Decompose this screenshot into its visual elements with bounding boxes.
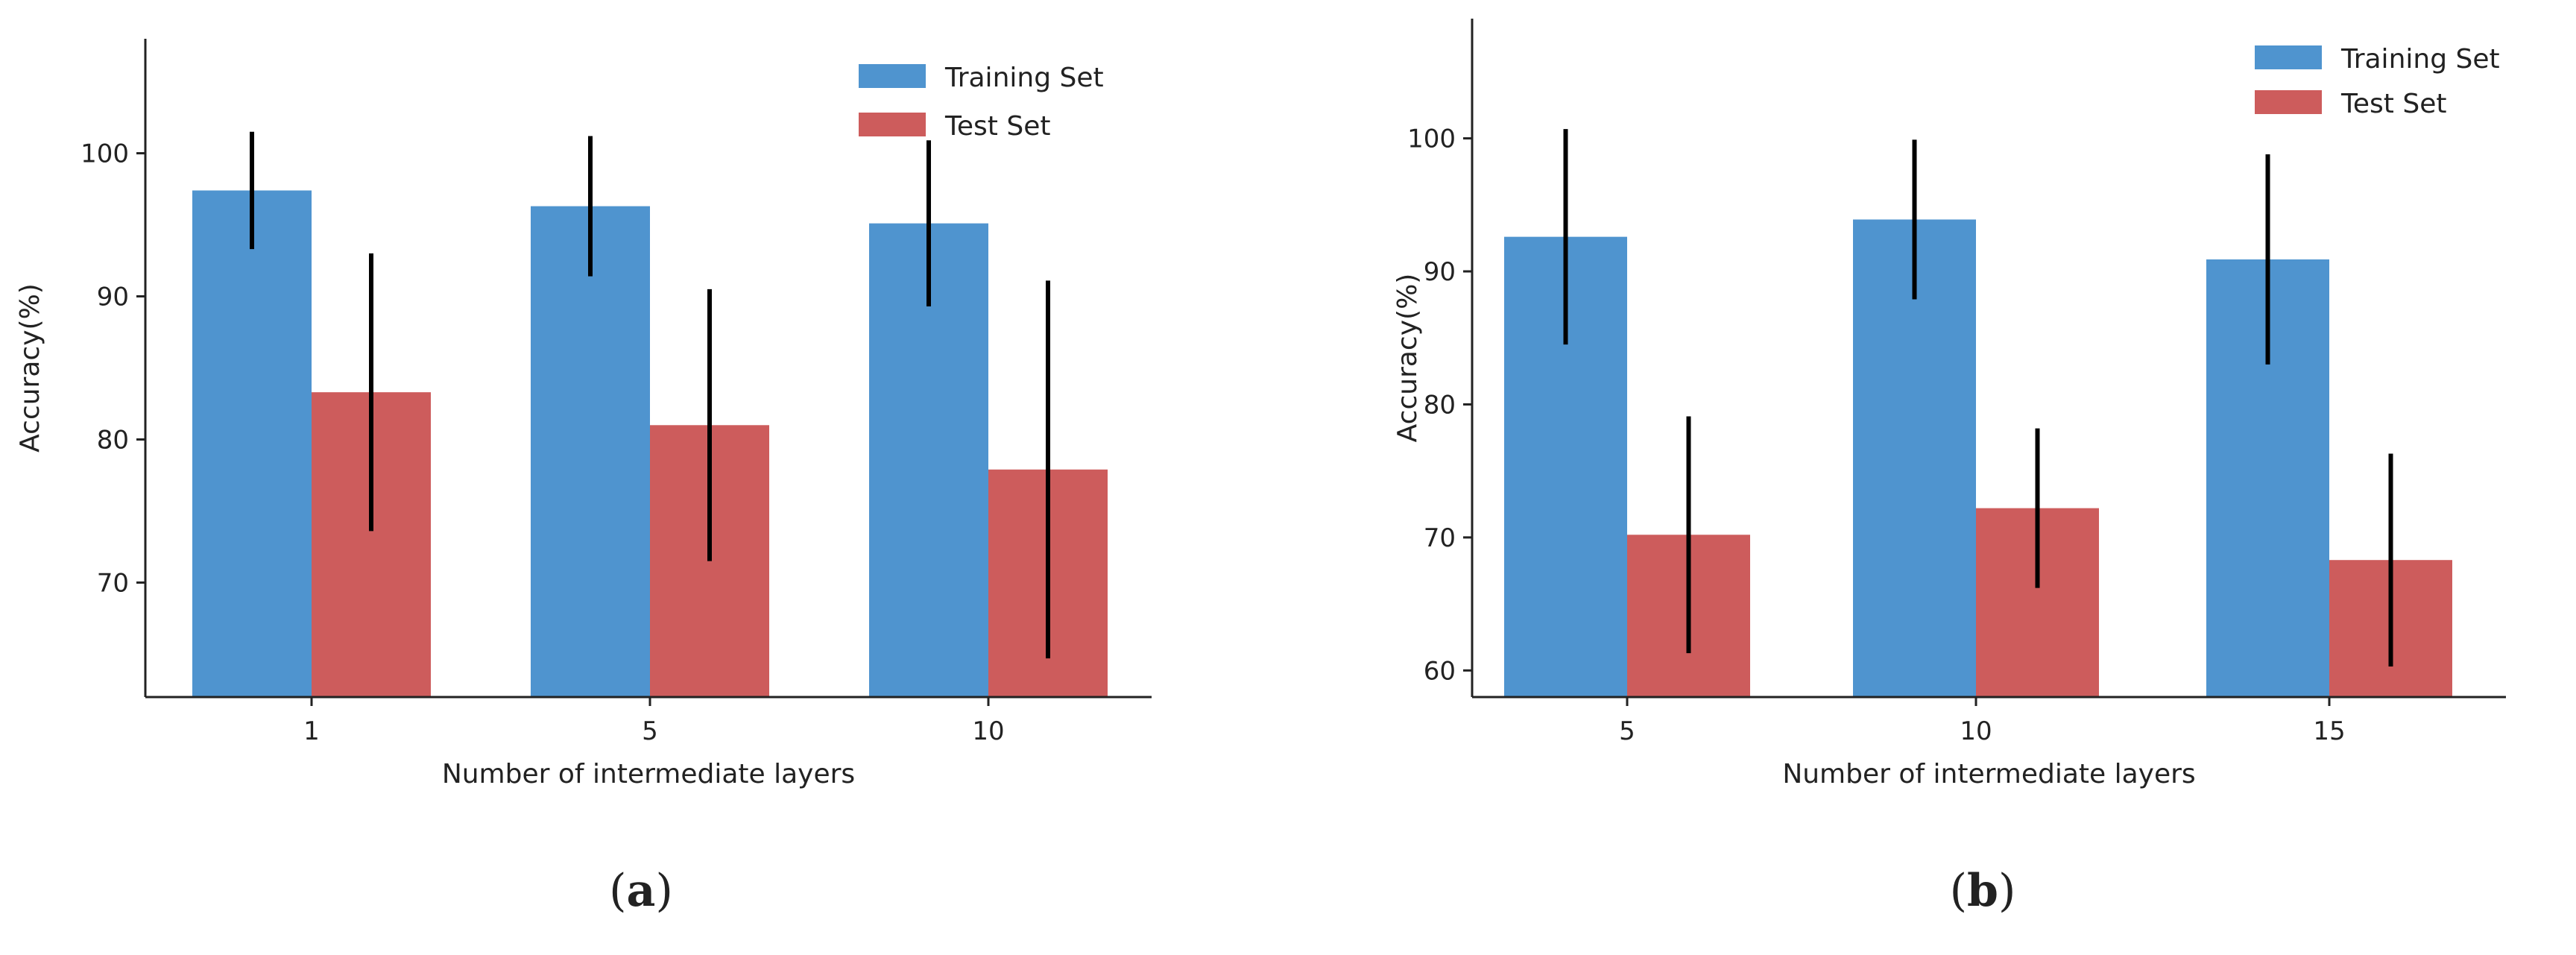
- y-tick-label: 70: [1424, 523, 1456, 553]
- caption-close-paren: ): [655, 865, 672, 917]
- y-tick-label: 70: [97, 568, 129, 598]
- legend-label: Test Set: [944, 111, 1050, 142]
- y-tick-label: 90: [1424, 257, 1456, 287]
- caption-open-paren: (: [609, 865, 626, 917]
- x-axis-label: Number of intermediate layers: [1782, 759, 2195, 789]
- legend-swatch-test-set: [2255, 90, 2322, 114]
- legend-swatch-training-set: [859, 64, 926, 88]
- legend-label: Training Set: [2340, 44, 2500, 75]
- caption-letter: a: [627, 865, 656, 917]
- x-tick-label: 10: [972, 716, 1004, 746]
- panel-caption: (b): [1950, 865, 2016, 917]
- x-tick-label: 15: [2313, 716, 2345, 746]
- x-tick-label: 5: [1619, 716, 1635, 746]
- chart-panel-a: 70 80 90 100 1 5 10 Number of intermediate laye…: [15, 39, 1152, 917]
- x-tick-label: 1: [303, 716, 320, 746]
- caption-letter: b: [1967, 865, 1998, 917]
- y-tick-label: 100: [80, 139, 129, 169]
- y-tick-label: 60: [1424, 656, 1456, 686]
- y-axis-label: Accuracy(%): [15, 283, 45, 453]
- bar-training-set-5: [531, 206, 650, 698]
- legend-label: Training Set: [944, 63, 1104, 93]
- bar-training-set-1: [192, 190, 312, 698]
- x-tick-label: 5: [642, 716, 658, 746]
- x-axis-label: Number of intermediate layers: [442, 759, 855, 789]
- chart-panel-b: 60 70 80 90 100 5 10 15 Number of intermediate l…: [1392, 19, 2506, 917]
- y-tick-label: 80: [97, 425, 129, 455]
- y-tick-label: 100: [1407, 125, 1456, 154]
- y-axis-label: Accuracy(%): [1392, 274, 1423, 443]
- legend-swatch-test-set: [859, 113, 926, 136]
- panel-caption: (a): [609, 865, 673, 917]
- legend-swatch-training-set: [2255, 45, 2322, 69]
- legend-label: Test Set: [2340, 89, 2446, 119]
- x-tick-label: 10: [1960, 716, 1992, 746]
- y-tick-label: 80: [1424, 390, 1456, 420]
- caption-open-paren: (: [1950, 865, 1967, 917]
- y-tick-label: 90: [97, 283, 129, 312]
- caption-close-paren: ): [1998, 865, 2015, 917]
